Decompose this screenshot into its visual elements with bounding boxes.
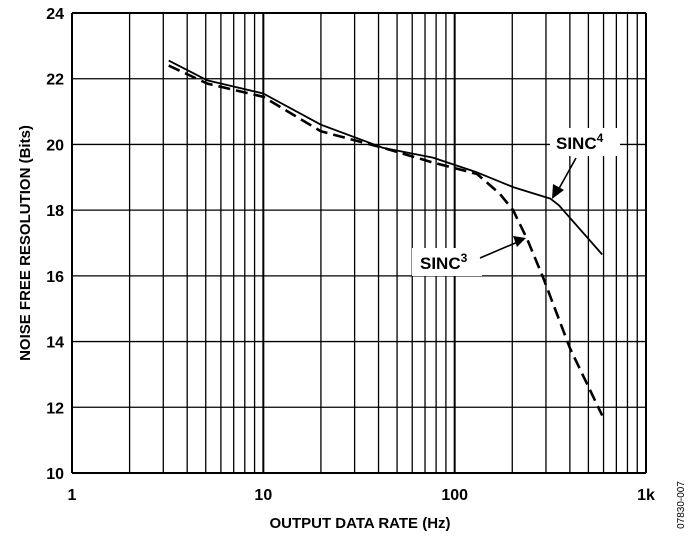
- x-tick-label: 1k: [637, 487, 655, 504]
- grid: [71, 12, 647, 474]
- y-tick-label: 22: [46, 72, 64, 89]
- x-tick-label: 10: [254, 487, 272, 504]
- figure-id-watermark: 07830-007: [676, 481, 687, 529]
- y-tick-label: 14: [46, 335, 64, 352]
- y-tick-label: 10: [46, 466, 64, 483]
- sinc3-label-bg: [412, 248, 482, 276]
- y-tick-label: 12: [46, 400, 64, 417]
- y-tick-label: 24: [46, 6, 64, 23]
- sinc4-annotation: SINC4: [550, 128, 620, 199]
- y-tick-label: 20: [46, 137, 64, 154]
- x-axis-label: OUTPUT DATA RATE (Hz): [269, 515, 450, 532]
- x-tick-label: 1: [68, 487, 77, 504]
- sinc4-label: SINC4: [556, 131, 604, 153]
- sinc3-arrow: [479, 240, 521, 259]
- y-axis-label: NOISE FREE RESOLUTION (Bits): [17, 125, 34, 361]
- sinc3-annotation: SINC3: [412, 236, 526, 276]
- series-line-sinc4: [168, 59, 603, 256]
- series-line-sinc3: [168, 64, 604, 417]
- sinc3-label: SINC3: [420, 251, 468, 273]
- sinc3-arrowhead: [513, 236, 526, 247]
- sinc4-arrowhead: [552, 184, 564, 199]
- y-tick-label: 18: [46, 203, 64, 220]
- sinc4-label-bg: [550, 128, 620, 156]
- x-tick-label: 100: [441, 487, 468, 504]
- series-lines: [168, 59, 604, 417]
- y-tick-label: 16: [46, 269, 64, 286]
